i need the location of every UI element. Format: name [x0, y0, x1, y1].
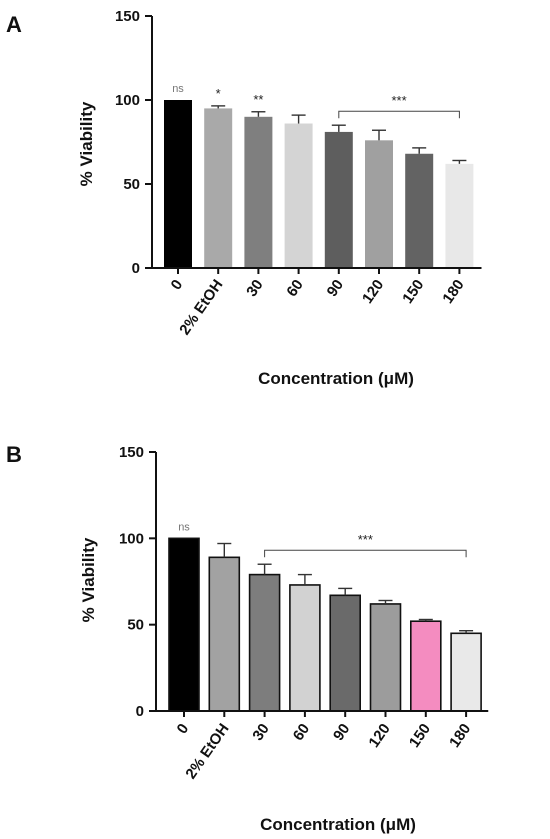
bars-a [164, 100, 474, 269]
panel-a: A % Viability Concentration (μM) 02% EtO… [6, 8, 482, 388]
y-tick-label-a-2: 100 [115, 92, 140, 109]
bar-a-3 [284, 123, 313, 269]
annotations-b: ns *** [178, 521, 467, 558]
x-axis-title-a: Concentration (μM) [258, 369, 414, 388]
bar-a-6 [405, 153, 434, 268]
x-tick-label-a-3: 60 [283, 277, 306, 300]
y-axis-title-b: % Viability [79, 537, 98, 622]
significance-bracket-b [264, 549, 467, 558]
y-tick-label-a-0: 0 [132, 260, 140, 277]
bar-a-4 [324, 131, 353, 268]
bar-a-0 [164, 100, 192, 268]
x-axis-title-b: Concentration (μM) [260, 815, 416, 834]
bar-b-2 [248, 573, 281, 712]
significance-label-a-2: ** [253, 92, 263, 107]
bars-b [168, 537, 482, 712]
y-tick-label-b-0: 0 [136, 703, 144, 720]
significance-bracket-a [338, 110, 460, 119]
panel-b: B % Viability Concentration (μM) 02% EtO… [6, 442, 489, 834]
x-tick-label-b-5: 120 [365, 721, 393, 751]
bracket-label-b: *** [358, 532, 373, 547]
x-tick-label-b-7: 180 [446, 721, 474, 751]
panel-label-b: B [6, 442, 22, 467]
bracket-label-a: *** [392, 93, 407, 108]
bar-b-3 [289, 584, 321, 712]
axes-b [149, 451, 489, 717]
bar-a-5 [365, 140, 393, 268]
y-axis-title-a: % Viability [77, 101, 96, 186]
x-tick-label-b-4: 90 [330, 721, 353, 744]
y-tick-label-b-3: 150 [119, 444, 144, 461]
x-tick-label-b-2: 30 [249, 721, 272, 744]
y-tick-label-b-2: 100 [119, 530, 144, 547]
x-tick-label-a-6: 150 [399, 277, 427, 307]
bar-a-7 [445, 163, 474, 268]
x-tick-label-a-4: 90 [324, 277, 347, 300]
bar-b-1 [208, 556, 241, 712]
bar-a-2 [244, 116, 273, 268]
significance-label-a-1: * [216, 86, 221, 101]
x-tick-label-a-0: 0 [168, 277, 187, 294]
x-tick-label-a-7: 180 [439, 277, 467, 307]
x-tick-label-a-5: 120 [359, 277, 387, 307]
y-tick-label-a-1: 50 [123, 176, 140, 193]
axes-a [145, 15, 482, 274]
y-tick-label-b-1: 50 [127, 617, 144, 634]
bar-b-0 [168, 537, 200, 712]
bar-b-4 [329, 594, 362, 712]
y-tick-label-a-3: 150 [115, 8, 140, 25]
bar-b-6 [409, 620, 442, 712]
bar-b-5 [369, 603, 402, 712]
bar-a-1 [204, 108, 233, 269]
bar-b-7 [450, 632, 482, 712]
x-tick-label-b-0: 0 [174, 721, 193, 738]
x-tick-label-b-6: 150 [406, 721, 434, 751]
significance-label-b-0: ns [178, 521, 190, 533]
significance-label-a-0: ns [172, 83, 184, 95]
panel-label-a: A [6, 12, 22, 37]
x-tick-label-a-2: 30 [243, 277, 266, 300]
annotations-a: ns * ** *** [172, 83, 460, 119]
x-tick-label-b-3: 60 [290, 721, 313, 744]
